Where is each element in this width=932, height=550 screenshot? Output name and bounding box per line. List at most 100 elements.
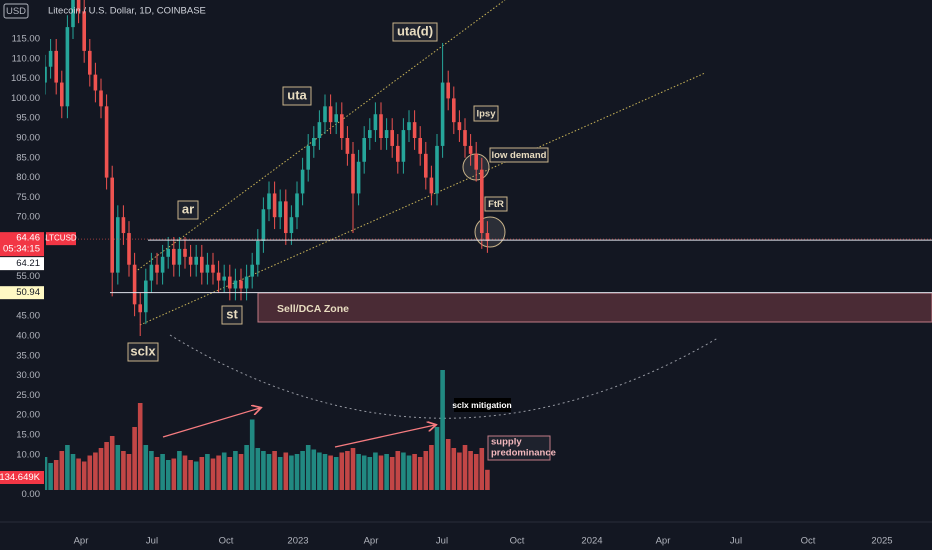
volume-bar xyxy=(109,436,115,490)
volume-bar xyxy=(216,455,221,490)
currency[interactable]: USD xyxy=(6,6,26,17)
volume-bar xyxy=(356,454,361,490)
candle-body xyxy=(205,264,210,273)
arrow xyxy=(334,425,435,448)
candle-body xyxy=(351,153,355,194)
y-tick-label: 100.00 xyxy=(11,93,40,104)
volume-bar xyxy=(289,455,294,490)
candle-body xyxy=(345,138,350,154)
candle-body xyxy=(328,106,333,123)
volume-bar xyxy=(451,448,457,490)
volume-bar xyxy=(395,451,401,490)
volume-bar xyxy=(389,457,395,490)
y-tick-label: 70.00 xyxy=(16,212,40,223)
volume-bar xyxy=(401,452,406,490)
candle-body xyxy=(384,130,389,138)
annotation: FtR xyxy=(488,199,504,210)
candle-body xyxy=(317,122,322,138)
symbol-title: Litecoin / U.S. Dollar, 1D, COINBASE xyxy=(48,6,206,17)
label-box xyxy=(489,147,549,163)
volume-bar xyxy=(473,454,479,490)
annotation: ar xyxy=(182,201,194,216)
y-tick-label: 45.00 xyxy=(16,311,40,322)
candle-body xyxy=(48,50,53,67)
candle-body xyxy=(110,177,114,273)
y-tick-label: 110.00 xyxy=(12,53,40,64)
volume-bar xyxy=(65,445,70,490)
candle-body xyxy=(116,217,120,273)
candle-body xyxy=(429,177,434,194)
volume-bar xyxy=(311,449,317,490)
volume-bar xyxy=(468,451,473,490)
volume-bar xyxy=(361,455,367,490)
sell-zone xyxy=(257,292,932,323)
candle-body xyxy=(149,264,154,281)
x-tick-label: Jul xyxy=(436,536,448,547)
last-price-badge xyxy=(0,232,44,257)
y-tick-label: 115.00 xyxy=(12,34,40,45)
label-box xyxy=(221,305,243,325)
y-tick-label: 30.00 xyxy=(16,370,40,381)
annotation: sclx xyxy=(130,343,156,358)
volume-bar xyxy=(255,448,261,490)
volume-bar xyxy=(339,452,345,490)
candle-body xyxy=(54,50,58,83)
candle-body xyxy=(65,27,70,107)
y-tick-label: 40.00 xyxy=(16,331,40,342)
volume-bar xyxy=(350,448,356,490)
volume-bar xyxy=(277,457,283,490)
candle-body xyxy=(356,161,361,194)
candle-body xyxy=(71,0,75,28)
volume-badge xyxy=(0,471,44,484)
countdown: 05:34:15 xyxy=(3,244,40,255)
volume-bar xyxy=(300,451,305,490)
candle-body xyxy=(390,130,394,146)
candle-body xyxy=(127,233,131,265)
label-box xyxy=(487,435,551,461)
volume-bar xyxy=(132,427,137,490)
level-badge xyxy=(0,257,44,271)
y-tick-label: 95.00 xyxy=(16,113,40,124)
candle-body xyxy=(334,114,338,123)
level-badge xyxy=(0,286,44,300)
candle-body xyxy=(300,169,305,194)
y-tick-label: 85.00 xyxy=(16,152,40,163)
candle-body xyxy=(183,248,187,257)
volume-bar xyxy=(45,457,48,490)
volume-bar xyxy=(305,445,311,490)
volume-bar xyxy=(48,463,53,490)
volume-bar xyxy=(193,461,199,490)
candle-body xyxy=(379,114,383,138)
candle-body xyxy=(401,130,406,162)
volume-bar xyxy=(199,457,205,490)
x-tick-label: Oct xyxy=(801,536,816,547)
annotation: sclx mitigation xyxy=(452,400,512,410)
label-box xyxy=(454,398,511,412)
candle-body xyxy=(446,82,450,99)
candle-body xyxy=(340,114,344,138)
candle-body xyxy=(312,138,316,146)
currency-box[interactable] xyxy=(3,3,29,19)
arrow xyxy=(162,408,260,438)
label-box xyxy=(473,105,499,122)
x-tick-label: 2024 xyxy=(581,536,602,547)
candle-body xyxy=(216,272,221,281)
candle-body xyxy=(99,90,103,107)
zone-label: Sell/DCA Zone xyxy=(277,303,349,315)
x-tick-label: Jul xyxy=(146,536,158,547)
candle-body xyxy=(76,0,81,12)
volume-bar xyxy=(221,452,227,490)
y-tick-label: 0.00 xyxy=(22,489,41,500)
volume-bar xyxy=(445,439,451,490)
candle-body xyxy=(200,256,204,273)
candle-body xyxy=(267,193,271,210)
volume-bar xyxy=(177,451,182,490)
candle-body xyxy=(244,276,249,289)
volume-bar xyxy=(59,451,65,490)
candle-body xyxy=(172,248,176,265)
candle-body xyxy=(239,280,243,289)
volume-bar xyxy=(457,452,462,490)
x-tick-label: Apr xyxy=(656,536,671,547)
label-box xyxy=(484,196,508,212)
label-box xyxy=(177,200,199,220)
